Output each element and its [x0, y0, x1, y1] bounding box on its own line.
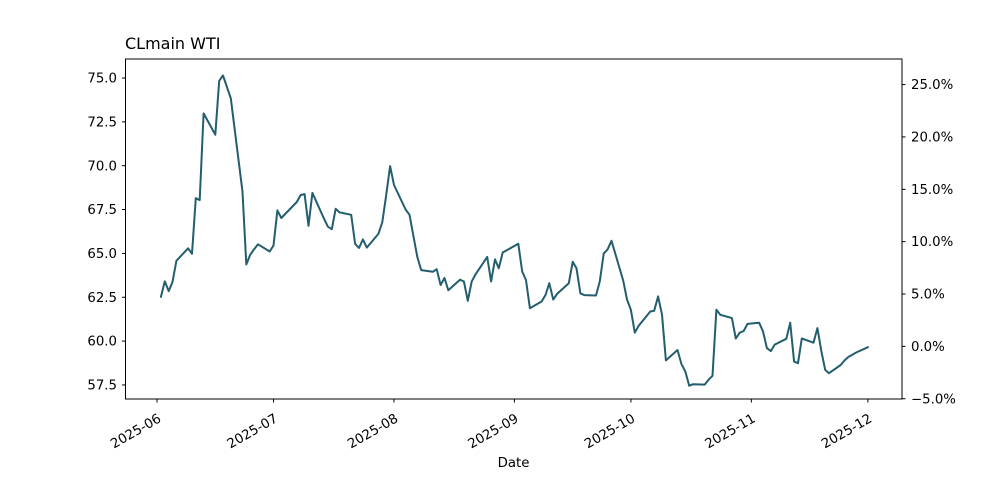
right-axis-tick-label: 0.0%	[911, 340, 945, 355]
axes-box	[125, 58, 903, 400]
x-axis-tick-label: 2025-12	[819, 411, 875, 452]
left-axis-tick-label: 57.5	[87, 379, 117, 394]
right-axis-tick-label: 15.0%	[911, 183, 953, 198]
right-axis-tick-label: 25.0%	[911, 78, 953, 93]
x-axis-tick-label: 2025-10	[582, 411, 638, 452]
right-axis-tick-label: 20.0%	[911, 131, 953, 146]
x-axis-tick-label: 2025-07	[225, 411, 281, 452]
left-axis-tick-label: 72.5	[87, 115, 117, 130]
price-line-series	[159, 74, 869, 387]
chart-title: CLmain WTI	[125, 34, 220, 53]
left-axis-tick-label: 60.0	[87, 335, 117, 350]
left-axis-tick-label: 62.5	[87, 291, 117, 306]
right-axis-tick-label: −5.0%	[911, 392, 956, 407]
left-axis-tick-label: 67.5	[87, 203, 117, 218]
x-axis-tick-label: 2025-11	[703, 411, 759, 452]
x-axis-tick-label: 2025-09	[466, 411, 522, 452]
plot-area: 75.0 72.5 70.0 67.5 65.0 62.5 60.0 57.5 25.0% 20.…	[87, 58, 956, 452]
x-axis-tick-label: 2025-08	[345, 411, 401, 452]
left-axis-tick-label: 70.0	[87, 159, 117, 174]
x-axis-tick-label: 2025-06	[108, 411, 164, 452]
x-axis-label: Date	[498, 456, 530, 471]
left-axis-tick-label: 65.0	[87, 247, 117, 262]
right-axis-tick-label: 10.0%	[911, 235, 953, 250]
right-axis-tick-label: 5.0%	[911, 288, 945, 303]
left-axis-tick-label: 75.0	[87, 72, 117, 87]
